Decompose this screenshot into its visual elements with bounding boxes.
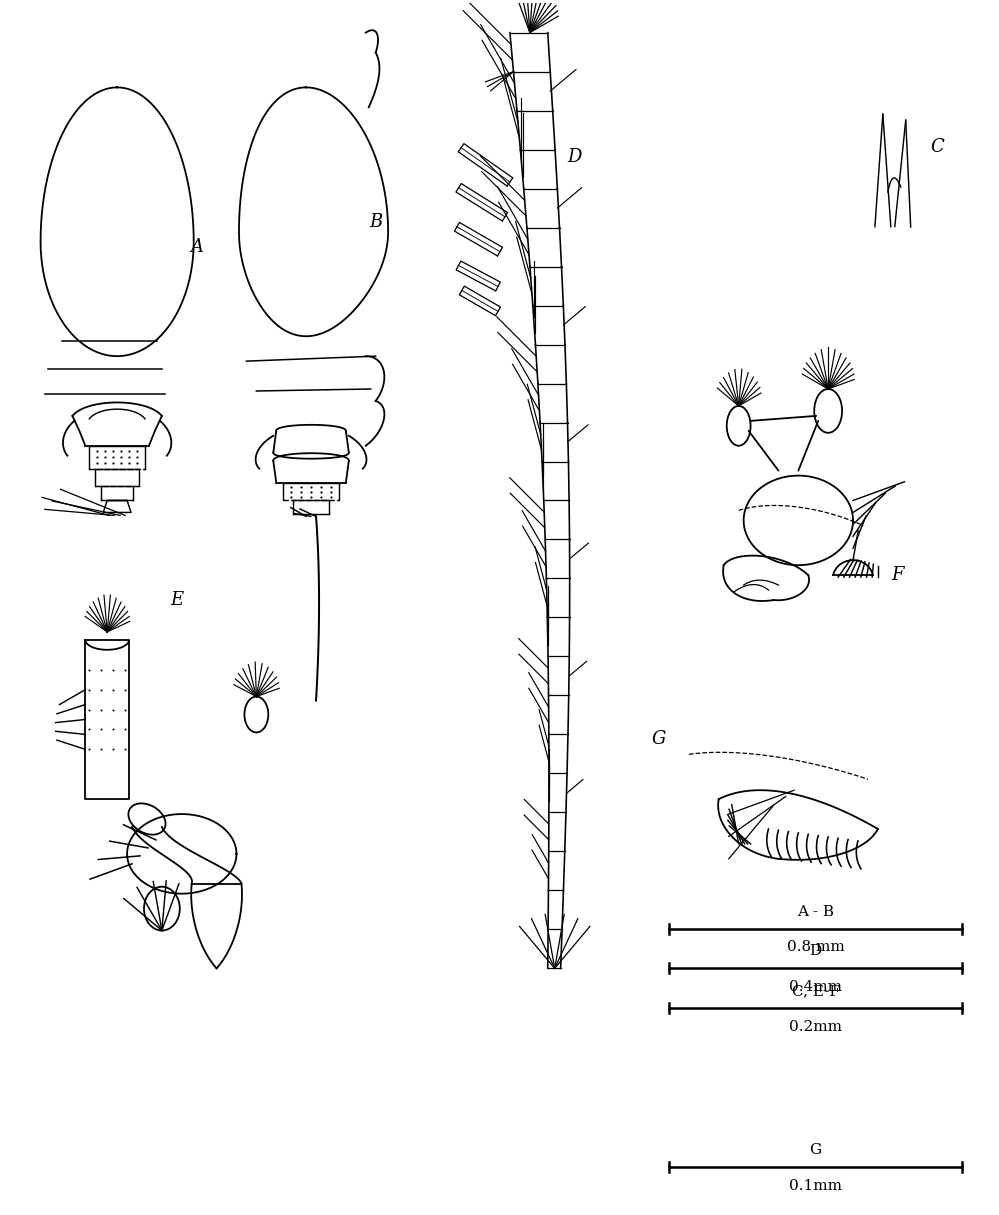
Text: C, E-F: C, E-F: [792, 984, 840, 999]
Text: D: D: [809, 944, 822, 959]
Text: F: F: [891, 566, 904, 584]
Text: 0.1mm: 0.1mm: [789, 1180, 842, 1193]
Text: E: E: [170, 590, 184, 609]
Text: C: C: [931, 139, 944, 156]
Text: G: G: [809, 1143, 822, 1158]
Text: 0.8 mm: 0.8 mm: [787, 940, 844, 955]
Text: 0.4mm: 0.4mm: [789, 981, 842, 994]
Text: 0.2mm: 0.2mm: [789, 1021, 842, 1034]
Text: D: D: [567, 148, 581, 166]
Text: A: A: [190, 238, 203, 255]
Text: B: B: [369, 213, 383, 231]
Text: A - B: A - B: [797, 905, 834, 919]
Text: G: G: [652, 730, 666, 748]
